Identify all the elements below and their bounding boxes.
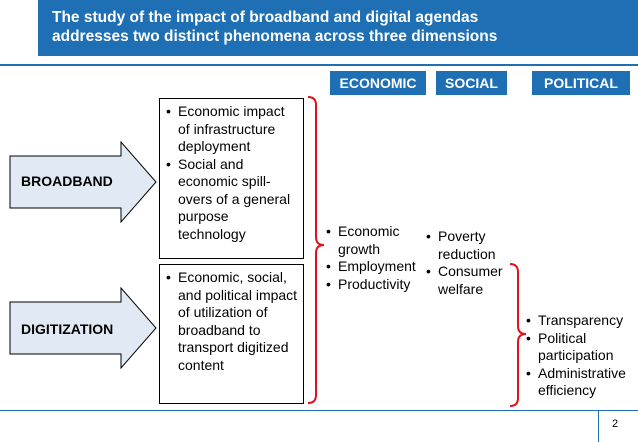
social-effect-item: Poverty reduction bbox=[426, 228, 518, 263]
political-effect-item: Administrative efficiency bbox=[526, 365, 638, 400]
broadband-impact-item: Social and economic spill-overs of a gen… bbox=[166, 156, 299, 244]
page-number: 2 bbox=[612, 418, 619, 430]
dimension-political-label: POLITICAL bbox=[532, 71, 630, 95]
broadband-impact-item: Economic impact of infrastructure deploy… bbox=[166, 103, 299, 156]
digitization-label: DIGITIZATION bbox=[21, 321, 114, 337]
broadband-arrow: BROADBAND bbox=[9, 141, 157, 223]
digitization-arrow: DIGITIZATION bbox=[9, 287, 157, 369]
economic-effect-item: Economic growth bbox=[326, 223, 426, 258]
slide-title: The study of the impact of broadband and… bbox=[38, 0, 638, 56]
slide-title-line-1: The study of the impact of broadband and… bbox=[52, 9, 479, 26]
economic-effects-list: Economic growth Employment Productivity bbox=[326, 223, 426, 293]
political-effect-item: Transparency bbox=[526, 312, 638, 330]
social-effects-list: Poverty reduction Consumer welfare bbox=[426, 228, 518, 298]
broadband-impact-box: Economic impact of infrastructure deploy… bbox=[159, 98, 304, 259]
page-number-frame bbox=[598, 410, 638, 442]
digitization-impact-box: Economic, social, and political impact o… bbox=[159, 264, 304, 404]
slide-title-line-2: addresses two distinct phenomena across … bbox=[52, 28, 498, 45]
bottom-divider bbox=[0, 410, 638, 411]
top-divider bbox=[0, 64, 638, 66]
dimension-economic-label: ECONOMIC bbox=[330, 71, 426, 95]
political-effect-item: Political participation bbox=[526, 330, 638, 365]
left-brace-icon bbox=[307, 96, 325, 404]
economic-effect-item: Employment bbox=[326, 258, 426, 276]
economic-effect-item: Productivity bbox=[326, 276, 426, 294]
political-effects-list: Transparency Political participation Adm… bbox=[526, 312, 638, 400]
digitization-impact-item: Economic, social, and political impact o… bbox=[166, 269, 299, 374]
broadband-label: BROADBAND bbox=[21, 173, 113, 189]
dimension-social-label: SOCIAL bbox=[436, 71, 507, 95]
social-effect-item: Consumer welfare bbox=[426, 263, 518, 298]
